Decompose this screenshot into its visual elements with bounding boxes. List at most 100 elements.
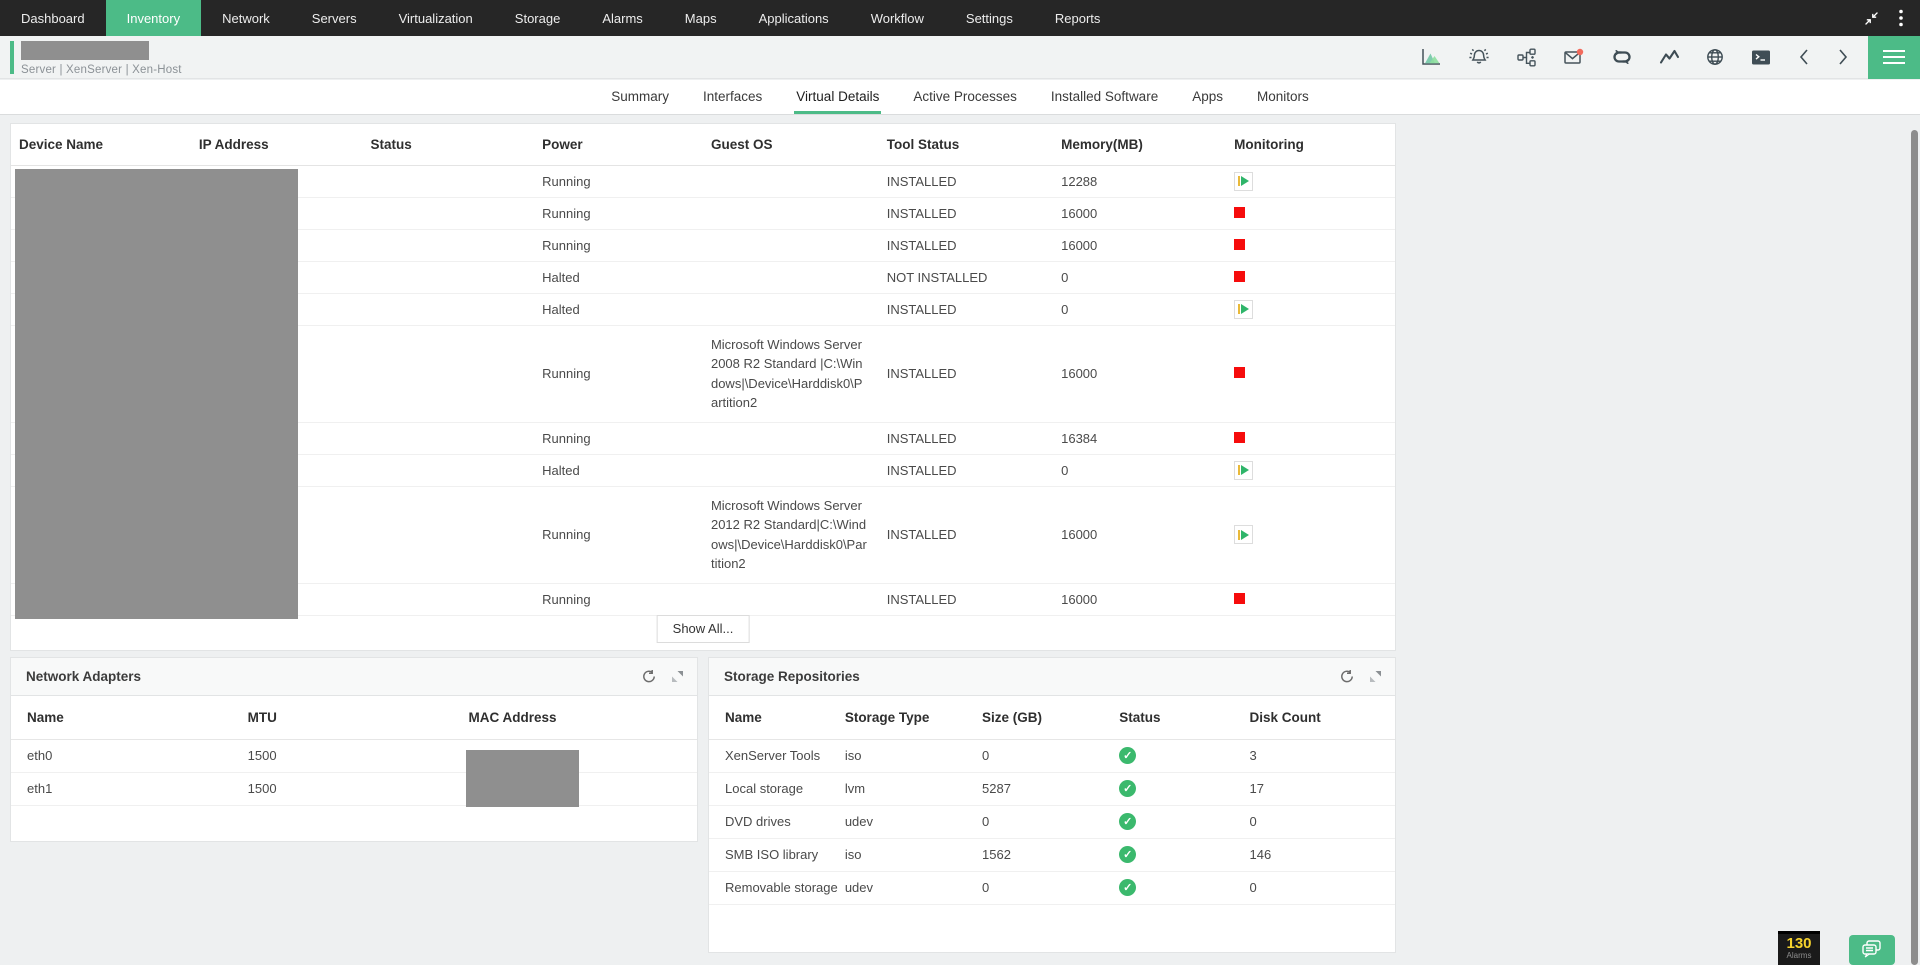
cell-size-gb: 1562 bbox=[982, 838, 1120, 872]
nav-item-dashboard[interactable]: Dashboard bbox=[21, 10, 85, 26]
nav-item-applications[interactable]: Applications bbox=[758, 10, 829, 26]
cell-repo-status: ✓ bbox=[1119, 871, 1250, 905]
cell-power: Running bbox=[534, 583, 703, 616]
alarm-count: 130 bbox=[1786, 935, 1812, 952]
cell-memory: 0 bbox=[1053, 454, 1227, 487]
nav-item-inventory[interactable]: Inventory bbox=[105, 0, 202, 36]
cell-repo-name: DVD drives bbox=[709, 805, 845, 839]
tab-monitors[interactable]: Monitors bbox=[1256, 89, 1309, 104]
cell-memory: 0 bbox=[1053, 293, 1227, 326]
alarm-count-badge[interactable]: 130 Alarms bbox=[1778, 931, 1820, 965]
storage-repository-row[interactable]: SMB ISO library iso 1562 ✓ 146 bbox=[709, 838, 1395, 872]
column-header-status: Status bbox=[362, 124, 535, 166]
cell-monitoring bbox=[1226, 583, 1395, 616]
kebab-menu-icon[interactable] bbox=[1898, 8, 1904, 28]
monitoring-start-icon[interactable] bbox=[1234, 171, 1254, 191]
next-arrow-icon[interactable] bbox=[1836, 47, 1850, 67]
cell-disk-count: 0 bbox=[1249, 871, 1395, 905]
cell-power: Halted bbox=[534, 261, 703, 294]
show-all-button[interactable]: Show All... bbox=[656, 614, 750, 643]
column-header-ip-address: IP Address bbox=[190, 124, 363, 166]
breadcrumb: Server | XenServer | Xen-Host bbox=[21, 64, 182, 76]
monitoring-stop-icon[interactable] bbox=[1234, 367, 1246, 378]
nav-item-virtualization[interactable]: Virtualization bbox=[398, 10, 473, 26]
cell-disk-count: 146 bbox=[1249, 838, 1395, 872]
guest-os-text: Microsoft Windows Server 2012 R2 Standar… bbox=[710, 497, 867, 572]
column-header-memory-mb: Memory(MB) bbox=[1053, 124, 1227, 166]
column-header-guest-os: Guest OS bbox=[702, 124, 879, 166]
nav-item-storage[interactable]: Storage bbox=[514, 10, 561, 26]
tab-virtual-details[interactable]: Virtual Details bbox=[794, 80, 882, 114]
storage-repository-row[interactable]: DVD drives udev 0 ✓ 0 bbox=[709, 805, 1395, 839]
globe-icon[interactable] bbox=[1705, 47, 1725, 67]
cell-status bbox=[362, 165, 535, 198]
refresh-icon[interactable] bbox=[641, 669, 657, 685]
cell-guest-os bbox=[702, 454, 879, 487]
cell-memory: 16000 bbox=[1053, 325, 1227, 423]
device-accent-bar bbox=[10, 41, 14, 74]
nav-item-servers[interactable]: Servers bbox=[311, 10, 357, 26]
vm-table-row[interactable]: Running INSTALLED 16000 bbox=[11, 229, 1395, 262]
nav-item-alarms[interactable]: Alarms bbox=[602, 10, 643, 26]
cell-power: Running bbox=[534, 229, 703, 262]
storage-repository-row[interactable]: XenServer Tools iso 0 ✓ 3 bbox=[709, 739, 1395, 773]
alarm-bell-icon[interactable] bbox=[1467, 46, 1491, 68]
monitoring-stop-icon[interactable] bbox=[1234, 592, 1246, 604]
cell-power: Running bbox=[534, 165, 703, 198]
refresh-icon[interactable] bbox=[1339, 669, 1355, 685]
mail-notification-dot bbox=[1576, 48, 1584, 56]
cell-guest-os bbox=[702, 422, 879, 455]
workflow-icon[interactable] bbox=[1516, 47, 1537, 68]
network-adapter-row[interactable]: eth0 1500 bbox=[11, 739, 697, 773]
monitoring-stop-icon[interactable] bbox=[1234, 238, 1246, 250]
prev-arrow-icon[interactable] bbox=[1797, 47, 1811, 67]
monitor-graph-icon[interactable] bbox=[1659, 48, 1680, 66]
column-header-tool-status: Tool Status bbox=[878, 124, 1054, 166]
cell-memory: 16384 bbox=[1053, 422, 1227, 455]
tab-apps[interactable]: Apps bbox=[1192, 89, 1223, 104]
monitoring-stop-icon[interactable] bbox=[1234, 206, 1246, 218]
column-header-status: Status bbox=[1119, 696, 1250, 740]
monitoring-start-icon[interactable] bbox=[1234, 460, 1254, 480]
cell-monitoring bbox=[1226, 197, 1395, 230]
storage-repository-row[interactable]: Removable storage udev 0 ✓ 0 bbox=[709, 871, 1395, 905]
nav-item-reports[interactable]: Reports bbox=[1054, 10, 1101, 26]
nav-item-network[interactable]: Network bbox=[222, 10, 270, 26]
expand-icon[interactable] bbox=[671, 670, 684, 683]
column-header-name: Name bbox=[709, 696, 845, 740]
monitoring-stop-icon[interactable] bbox=[1234, 431, 1246, 443]
cell-tool-status: INSTALLED bbox=[878, 293, 1054, 326]
expand-icon[interactable] bbox=[1369, 670, 1382, 683]
storage-repository-row[interactable]: Local storage lvm 5287 ✓ 17 bbox=[709, 772, 1395, 806]
cell-power: Halted bbox=[534, 454, 703, 487]
terminal-icon[interactable] bbox=[1750, 48, 1772, 67]
network-adapters-title: Network Adapters bbox=[26, 669, 142, 684]
menu-button[interactable] bbox=[1868, 35, 1920, 79]
network-adapter-row[interactable]: eth1 1500 bbox=[11, 772, 697, 806]
link-icon[interactable] bbox=[1610, 48, 1634, 66]
mail-icon[interactable] bbox=[1562, 47, 1585, 67]
monitoring-start-icon[interactable] bbox=[1234, 525, 1254, 544]
nav-item-maps[interactable]: Maps bbox=[684, 10, 717, 26]
tab-interfaces[interactable]: Interfaces bbox=[703, 89, 763, 104]
tab-summary[interactable]: Summary bbox=[611, 89, 670, 104]
monitoring-stop-icon[interactable] bbox=[1234, 270, 1246, 282]
cell-monitoring bbox=[1226, 261, 1395, 294]
nav-item-workflow[interactable]: Workflow bbox=[870, 10, 924, 26]
column-header-name: Name bbox=[11, 696, 248, 740]
nav-item-settings[interactable]: Settings bbox=[965, 10, 1013, 26]
cell-memory: 16000 bbox=[1053, 229, 1227, 262]
tab-active-processes[interactable]: Active Processes bbox=[913, 89, 1017, 104]
chat-button[interactable] bbox=[1849, 935, 1895, 965]
collapse-icon[interactable] bbox=[1863, 10, 1880, 27]
cell-status bbox=[362, 422, 535, 455]
performance-chart-icon[interactable] bbox=[1420, 47, 1442, 67]
tab-installed-software[interactable]: Installed Software bbox=[1050, 89, 1159, 104]
monitoring-start-icon[interactable] bbox=[1234, 299, 1254, 319]
vertical-scrollbar[interactable] bbox=[1911, 130, 1918, 965]
status-ok-icon: ✓ bbox=[1119, 780, 1137, 797]
cell-mtu: 1500 bbox=[247, 772, 469, 806]
cell-memory: 16000 bbox=[1053, 197, 1227, 230]
alarm-label: Alarms bbox=[1786, 951, 1812, 960]
cell-monitoring bbox=[1226, 293, 1395, 326]
